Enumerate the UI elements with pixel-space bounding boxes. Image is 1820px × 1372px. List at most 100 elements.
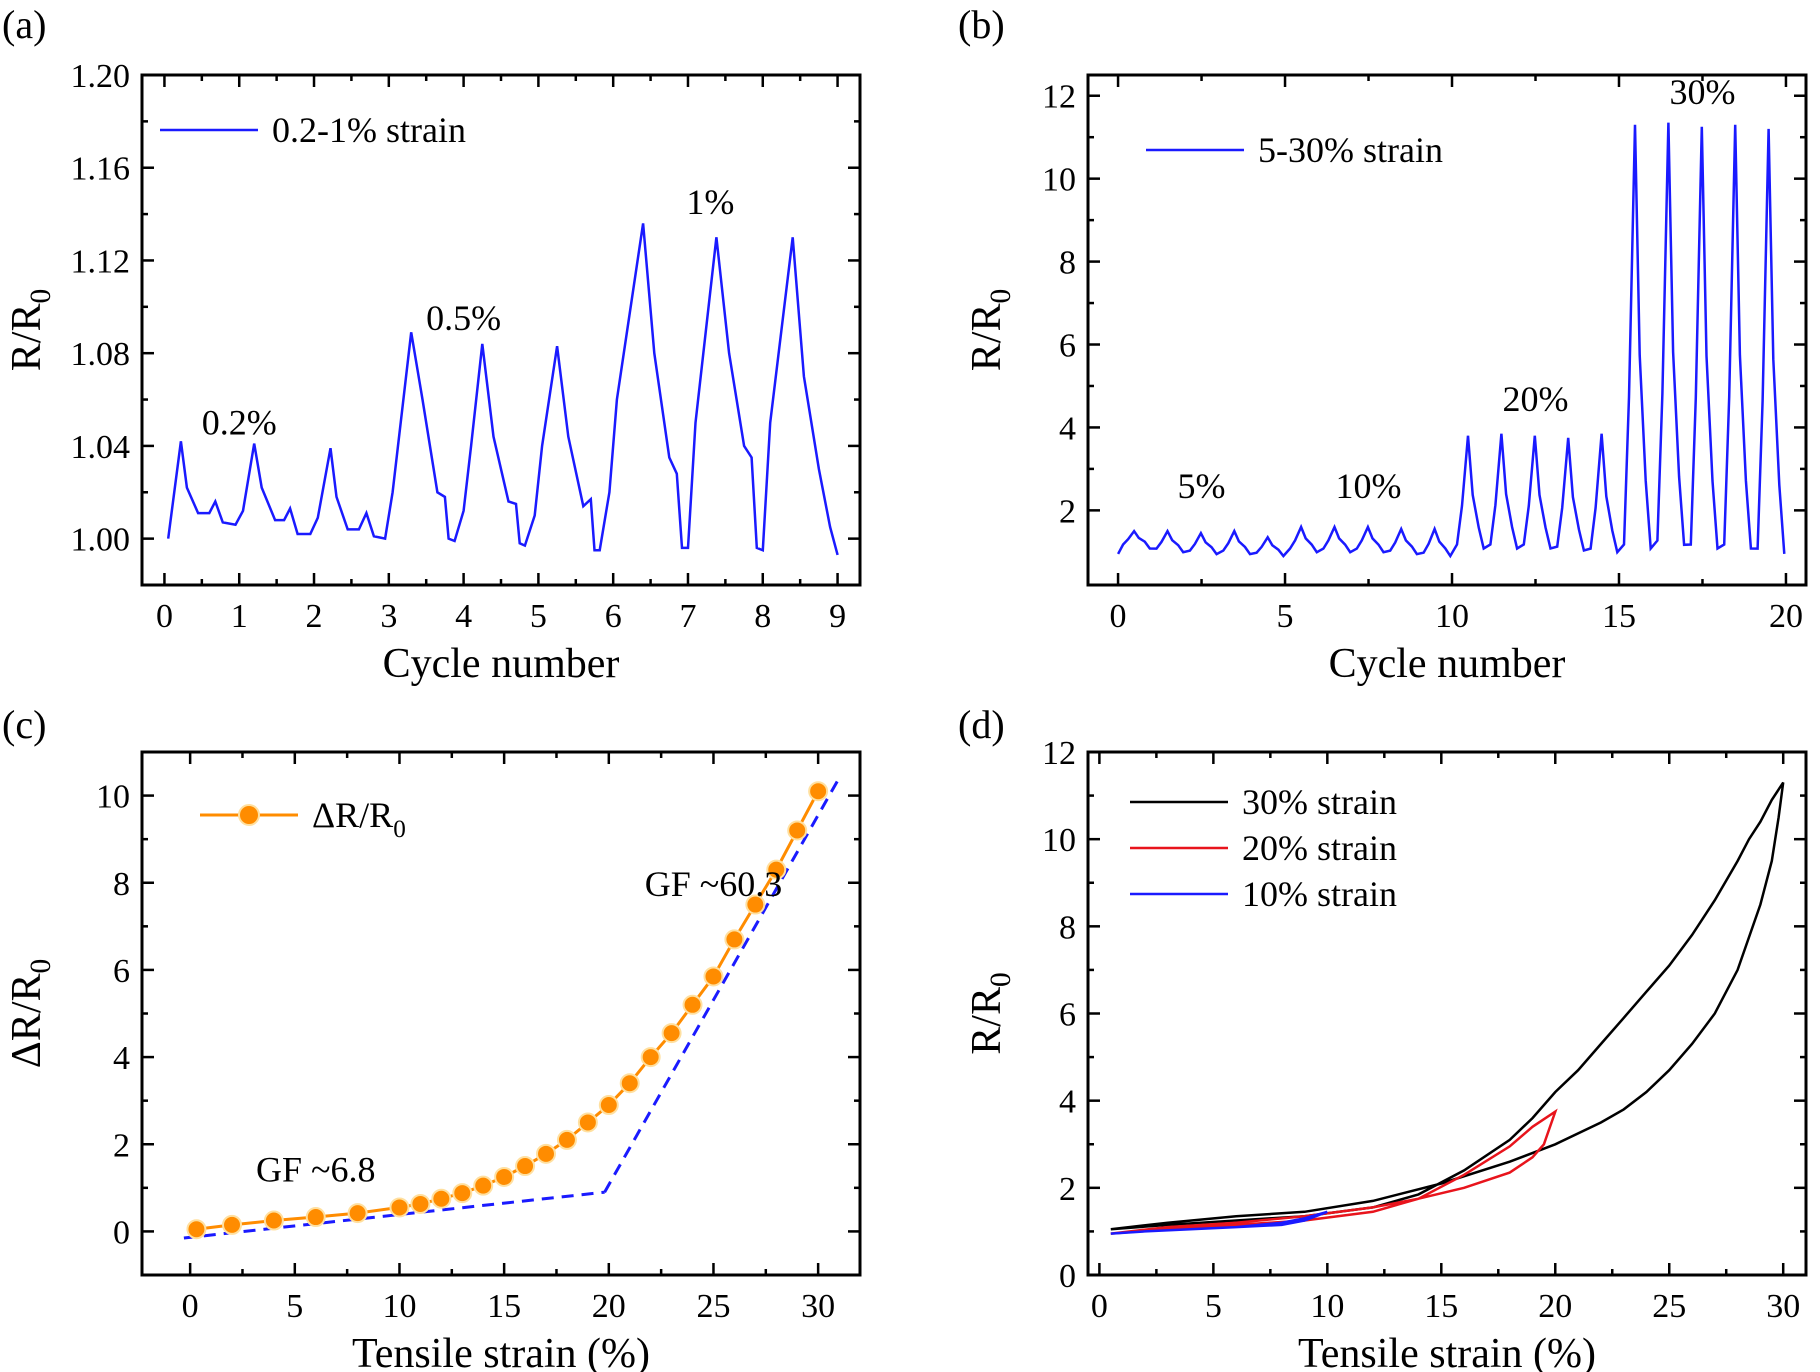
data-point [640, 1047, 661, 1068]
x-tick-label: 2 [306, 598, 323, 635]
series-line [1110, 781, 1785, 1231]
data-point [410, 1193, 431, 1214]
x-axis-title: Tensile strain (%) [1298, 1331, 1596, 1372]
y-tick-label: 10 [1042, 162, 1076, 199]
y-tick-label: 1.04 [71, 429, 131, 466]
x-tick-label: 1 [231, 598, 248, 635]
y-tick-label: 4 [113, 1040, 130, 1077]
y-tick-label: 6 [1059, 328, 1076, 365]
series-line [1110, 1210, 1328, 1235]
y-tick-label: 4 [1059, 1084, 1076, 1121]
x-tick-label: 10 [1310, 1288, 1344, 1325]
x-tick-label: 30 [801, 1288, 835, 1325]
data-point [787, 820, 808, 841]
plot-frame [1086, 73, 1808, 587]
data-point [473, 1175, 494, 1196]
x-axis-title: Tensile strain (%) [352, 1331, 650, 1372]
y-tick-label: 2 [1059, 1171, 1076, 1208]
y-tick-label: 1.16 [71, 151, 131, 188]
y-tick-label: 1.20 [71, 58, 131, 95]
annotation-label: 1% [686, 182, 734, 222]
y-axis-title: R/R0 [4, 289, 57, 371]
x-tick-label: 5 [1205, 1288, 1222, 1325]
series-line [166, 223, 839, 556]
data-point [766, 859, 787, 880]
y-tick-label: 0 [1059, 1258, 1076, 1295]
panel-label: (a) [2, 2, 46, 47]
y-tick-label: 6 [1059, 997, 1076, 1034]
panel-d: 0 5 10 15 20 25 30 0 2 4 6 8 10 12 Tensile strain (%) R… [958, 702, 1808, 1372]
y-tick-label: 0 [113, 1214, 130, 1251]
data-point [515, 1156, 536, 1177]
legend-label: 10% strain [1242, 874, 1397, 914]
x-tick-label: 9 [829, 598, 846, 635]
annotation-label: 30% [1669, 72, 1735, 112]
annotation-label: GF ~60.3 [645, 864, 783, 904]
x-tick-label: 30 [1766, 1288, 1800, 1325]
data-point [745, 894, 766, 915]
x-tick-label: 5 [530, 598, 547, 635]
data-point [186, 1219, 207, 1240]
y-tick-label: 12 [1042, 79, 1076, 116]
data-point [598, 1095, 619, 1116]
annotation-label: 20% [1502, 379, 1568, 419]
plot-frame [1086, 750, 1808, 1277]
legend-label: ΔR/R0 [312, 795, 406, 843]
fit-line [603, 777, 841, 1193]
x-tick-label: 8 [754, 598, 771, 635]
panel-c: 0 5 10 15 20 25 30 0 2 4 6 8 10 Tensile strain (%) ΔR/… [2, 702, 862, 1372]
y-tick-label: 8 [113, 866, 130, 903]
x-tick-label: 25 [696, 1288, 730, 1325]
panel-a: 0 1 2 3 4 5 6 7 8 9 1.00 1.04 1.08 1.12 1.16 1.20 Cycle … [2, 2, 862, 687]
y-tick-label: 6 [113, 953, 130, 990]
legend-label: 20% strain [1242, 828, 1397, 868]
y-tick-label: 10 [1042, 822, 1076, 859]
y-tick-label: 8 [1059, 245, 1076, 282]
x-tick-label: 10 [1435, 598, 1469, 635]
data-point [494, 1166, 515, 1187]
x-tick-label: 15 [1424, 1288, 1458, 1325]
y-tick-label: 8 [1059, 909, 1076, 946]
data-point [619, 1073, 640, 1094]
panel-b: 0 5 10 15 20 2 4 6 8 10 12 Cycle number R/R0 (b) 5-30%… [958, 2, 1808, 687]
x-tick-label: 3 [380, 598, 397, 635]
y-tick-label: 1.00 [71, 522, 131, 559]
x-tick-label: 5 [1277, 598, 1294, 635]
x-tick-label: 6 [605, 598, 622, 635]
data-point [222, 1214, 243, 1235]
x-tick-label: 0 [1110, 598, 1127, 635]
x-axis-title: Cycle number [1329, 641, 1566, 687]
y-tick-label: 2 [113, 1127, 130, 1164]
data-point [536, 1143, 557, 1164]
x-axis-title: Cycle number [383, 641, 620, 687]
y-tick-label: 12 [1042, 735, 1076, 772]
y-axis-title: ΔR/R0 [4, 959, 57, 1068]
data-point [431, 1188, 452, 1209]
x-tick-label: 25 [1652, 1288, 1686, 1325]
y-axis-title: R/R0 [964, 289, 1017, 371]
data-point [808, 781, 829, 802]
data-point [305, 1207, 326, 1228]
x-tick-label: 15 [1602, 598, 1636, 635]
x-tick-label: 20 [592, 1288, 626, 1325]
legend-label: 30% strain [1242, 782, 1397, 822]
panel-label: (b) [958, 2, 1005, 47]
annotation-label: 5% [1178, 466, 1226, 506]
panel-label: (d) [958, 702, 1005, 747]
x-tick-label: 0 [156, 598, 173, 635]
data-point [682, 994, 703, 1015]
x-tick-label: 7 [679, 598, 696, 635]
x-tick-label: 0 [182, 1288, 199, 1325]
y-axis-title: R/R0 [964, 972, 1017, 1054]
data-point [389, 1197, 410, 1218]
legend-label: 5-30% strain [1258, 130, 1443, 170]
series-line [1110, 1108, 1558, 1235]
x-tick-label: 0 [1091, 1288, 1108, 1325]
y-tick-label: 2 [1059, 493, 1076, 530]
x-tick-label: 15 [487, 1288, 521, 1325]
y-tick-label: 1.08 [71, 336, 131, 373]
x-tick-label: 20 [1538, 1288, 1572, 1325]
y-tick-label: 10 [96, 779, 130, 816]
data-point [661, 1023, 682, 1044]
data-point [263, 1210, 284, 1231]
